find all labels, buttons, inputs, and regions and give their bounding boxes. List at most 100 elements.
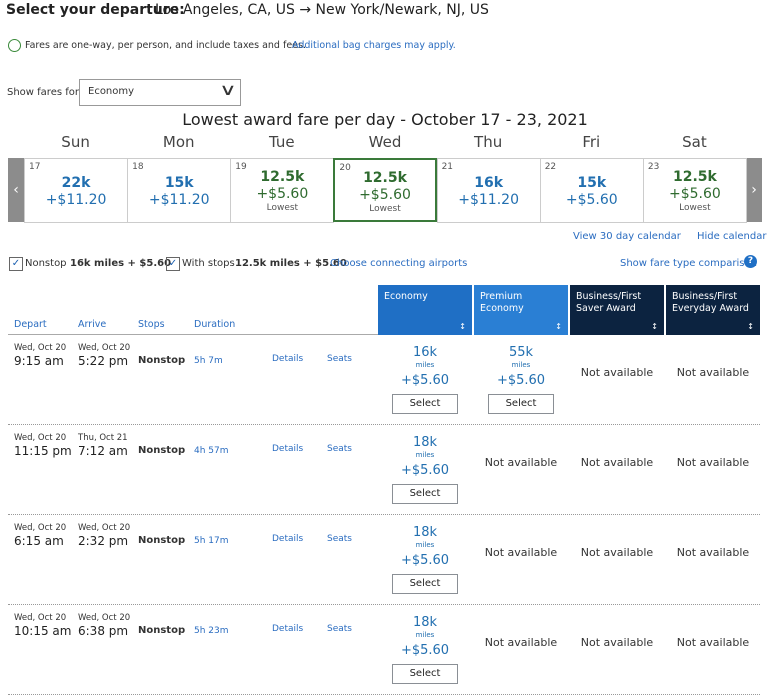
depart-date: Wed, Oct 20 xyxy=(14,343,67,353)
day-fee: +$5.60 xyxy=(256,186,309,202)
fare-fee: +$5.60 xyxy=(400,553,450,568)
column-header[interactable]: Duration xyxy=(194,319,236,330)
fare-select[interactable]: Economy ∨ xyxy=(79,79,241,106)
nonstop-label: Nonstop xyxy=(25,258,67,269)
miles-unit: miles xyxy=(415,451,435,459)
seats-link[interactable]: Seats xyxy=(327,534,352,544)
day-fee: +$11.20 xyxy=(458,192,519,208)
nonstop-price: 16k miles + $5.60 xyxy=(70,258,172,269)
day-cell[interactable]: 19 12.5k +$5.60 Lowest xyxy=(230,158,335,223)
day-date: 19 xyxy=(235,162,247,172)
column-header[interactable]: Depart xyxy=(14,319,47,330)
not-available: Not available xyxy=(484,456,558,469)
view-30[interactable]: View 30 day calendar xyxy=(573,231,681,242)
fare-column-title: Economy xyxy=(384,291,428,302)
not-available: Not available xyxy=(484,546,558,559)
depart-time: 10:15 am xyxy=(14,624,72,638)
day-fee: +$5.60 xyxy=(669,186,721,202)
arrive-date: Wed, Oct 20 xyxy=(78,343,131,353)
details-link[interactable]: Details xyxy=(272,624,304,634)
fare-fee: +$5.60 xyxy=(400,643,450,658)
seats-link[interactable]: Seats xyxy=(327,624,352,634)
select-button[interactable]: Select xyxy=(392,574,458,594)
day-date: 21 xyxy=(441,162,454,172)
day-cell[interactable]: 21 16k +$11.20 xyxy=(436,158,541,223)
select-arrow: ∨ xyxy=(219,80,237,99)
duration: 5h 7m xyxy=(194,356,223,366)
not-available: Not available xyxy=(580,456,654,469)
seats-link[interactable]: Seats xyxy=(327,354,352,364)
day-fee: +$5.60 xyxy=(359,187,411,203)
day-date: 17 xyxy=(29,162,41,172)
details-link[interactable]: Details xyxy=(272,444,304,454)
weekday: Mon xyxy=(162,133,195,151)
not-available: Not available xyxy=(676,456,750,469)
stops: Nonstop xyxy=(138,535,186,546)
day-fee: +$11.20 xyxy=(148,192,210,208)
hide-calendar[interactable]: Hide calendar xyxy=(697,231,767,242)
fare-fee: +$5.60 xyxy=(400,373,450,388)
airports-link[interactable]: Choose connecting airports xyxy=(330,258,468,269)
duration: 5h 17m xyxy=(194,536,229,546)
weekday: Sun xyxy=(61,133,90,151)
select-label: Show fares for xyxy=(7,87,79,98)
not-available: Not available xyxy=(484,636,558,649)
next-arrow[interactable]: › xyxy=(746,158,762,222)
day-cell[interactable]: 20 12.5k +$5.60 Lowest xyxy=(333,158,437,222)
fare-column-title: Business/First Everyday Award xyxy=(672,291,749,314)
not-available: Not available xyxy=(676,636,750,649)
fare-column-header[interactable]: Business/First Saver Award ↕ xyxy=(570,285,664,335)
column-header[interactable]: Arrive xyxy=(78,319,107,330)
day-cell[interactable]: 17 22k +$11.20 xyxy=(24,158,129,223)
not-available: Not available xyxy=(580,636,654,649)
stops: Nonstop xyxy=(138,445,186,456)
comparison-link[interactable]: Show fare type comparison xyxy=(620,258,757,269)
select-button[interactable]: Select xyxy=(392,484,458,504)
select-button[interactable]: Select xyxy=(488,394,554,414)
depart-time: 6:15 am xyxy=(14,534,64,548)
row-separator xyxy=(8,694,760,695)
select-button[interactable]: Select xyxy=(392,664,458,684)
day-cell[interactable]: 22 15k +$5.60 xyxy=(539,158,644,223)
notice-link[interactable]: Additional bag charges may apply. xyxy=(292,40,456,51)
row-separator xyxy=(8,514,760,515)
notice-text: Fares are one-way, per person, and inclu… xyxy=(25,40,306,51)
duration: 5h 23m xyxy=(194,626,229,636)
select-button[interactable]: Select xyxy=(392,394,458,414)
stops-checkbox[interactable]: ✓ xyxy=(166,257,180,271)
help-icon[interactable]: ? xyxy=(744,255,757,268)
depart-date: Wed, Oct 20 xyxy=(14,613,67,623)
prev-arrow[interactable]: ‹ xyxy=(8,158,24,222)
day-cell[interactable]: 18 15k +$11.20 xyxy=(127,158,232,223)
day-miles: 22k xyxy=(61,175,91,191)
fare-column-header[interactable]: Economy ↕ xyxy=(378,285,472,335)
arrive-time: 6:38 pm xyxy=(78,624,129,638)
not-available: Not available xyxy=(676,366,750,379)
fare-miles: 18k xyxy=(412,435,438,450)
weekday: Wed xyxy=(368,133,402,151)
fare-miles: 18k xyxy=(412,525,438,540)
weekday: Fri xyxy=(582,133,601,151)
fare-column-header[interactable]: Premium Economy ↕ xyxy=(474,285,568,335)
calendar-title: Lowest award fare per day - October 17 -… xyxy=(182,110,588,129)
fare-fee: +$5.60 xyxy=(400,463,450,478)
sort-icon: ↕ xyxy=(459,322,466,331)
fare-column-title: Premium Economy xyxy=(480,291,524,314)
nonstop-checkbox[interactable]: ✓ xyxy=(9,257,23,271)
header-label: Select your departure: xyxy=(6,2,185,18)
details-link[interactable]: Details xyxy=(272,534,304,544)
day-date: 18 xyxy=(132,162,144,172)
details-link[interactable]: Details xyxy=(272,354,304,364)
day-miles: 15k xyxy=(577,175,607,191)
arrive-date: Wed, Oct 20 xyxy=(78,523,131,533)
column-header[interactable]: Stops xyxy=(138,319,165,330)
fare-column-title: Business/First Saver Award xyxy=(576,291,642,314)
day-miles: 16k xyxy=(474,175,504,191)
fare-column-header[interactable]: Business/First Everyday Award ↕ xyxy=(666,285,760,335)
fare-miles: 55k xyxy=(508,345,534,360)
miles-unit: miles xyxy=(511,361,531,369)
seats-link[interactable]: Seats xyxy=(327,444,352,454)
arrive-time: 2:32 pm xyxy=(78,534,129,548)
fare-miles: 18k xyxy=(412,615,438,630)
day-cell[interactable]: 23 12.5k +$5.60 Lowest xyxy=(642,158,747,223)
